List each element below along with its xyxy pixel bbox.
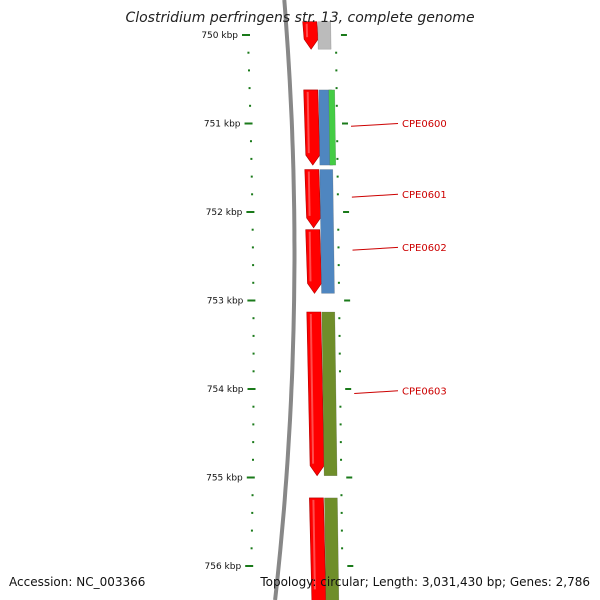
tick-label: 754 kbp [207,385,244,395]
topology-label: Topology: [260,575,317,589]
gene-highlight [308,231,312,282]
length-value: 3,031,430 bp [421,575,502,589]
feature-bar[interactable] [321,311,338,476]
feature-bar[interactable] [324,497,340,600]
tick-label: 751 kbp [204,120,241,130]
gene-highlight [307,171,311,216]
feature-bar[interactable] [328,89,337,166]
gene-leader-line [352,246,399,251]
tick-label: 755 kbp [206,474,243,484]
gene-leader-line [351,193,399,198]
genes-label: Genes: [509,575,552,589]
feature-bar[interactable] [317,21,332,50]
gene-track [302,21,340,600]
forward-gene-arrow[interactable] [304,169,321,229]
gene-label[interactable]: CPE0603 [402,386,447,397]
accession-info: Accession: NC_003366 [9,575,145,589]
forward-gene-arrow[interactable] [303,89,321,166]
axis-ticks: 750 kbp 751 kbp 752 kbp 753 kbp 754 kbp 755 k… [201,31,354,572]
genome-summary: Topology: circular; Length: 3,031,430 bp… [260,575,590,589]
gene-label[interactable]: CPE0601 [402,190,447,201]
gene-leader-line [354,390,399,395]
feature-bar[interactable] [319,169,335,294]
tick-label: 752 kbp [206,208,243,218]
genome-backbone [273,0,297,600]
backbone-layer [273,0,297,600]
gene-highlight [309,313,315,464]
gene-label[interactable]: CPE0602 [402,243,447,254]
accession-label: Accession: [9,575,73,589]
gene-leader-line [350,123,399,127]
gene-labels: CPE0600 CPE0601 CPE0602 CPE0603 [350,119,447,397]
tick-label: 750 kbp [201,31,238,41]
tick-label: 753 kbp [207,297,244,307]
gene-highlight [312,499,316,590]
length-label: Length: [372,575,419,589]
forward-gene-arrow[interactable] [305,229,322,294]
tick-label: 756 kbp [205,562,242,572]
forward-gene-arrow[interactable] [306,311,325,477]
gene-highlight [306,91,310,154]
genes-value: 2,786 [555,575,590,589]
topology-value: circular [320,575,365,589]
gene-label[interactable]: CPE0600 [402,119,447,130]
map-title: Clostridium perfringens str. 13, complet… [125,10,475,26]
accession-value: NC_003366 [76,575,146,589]
